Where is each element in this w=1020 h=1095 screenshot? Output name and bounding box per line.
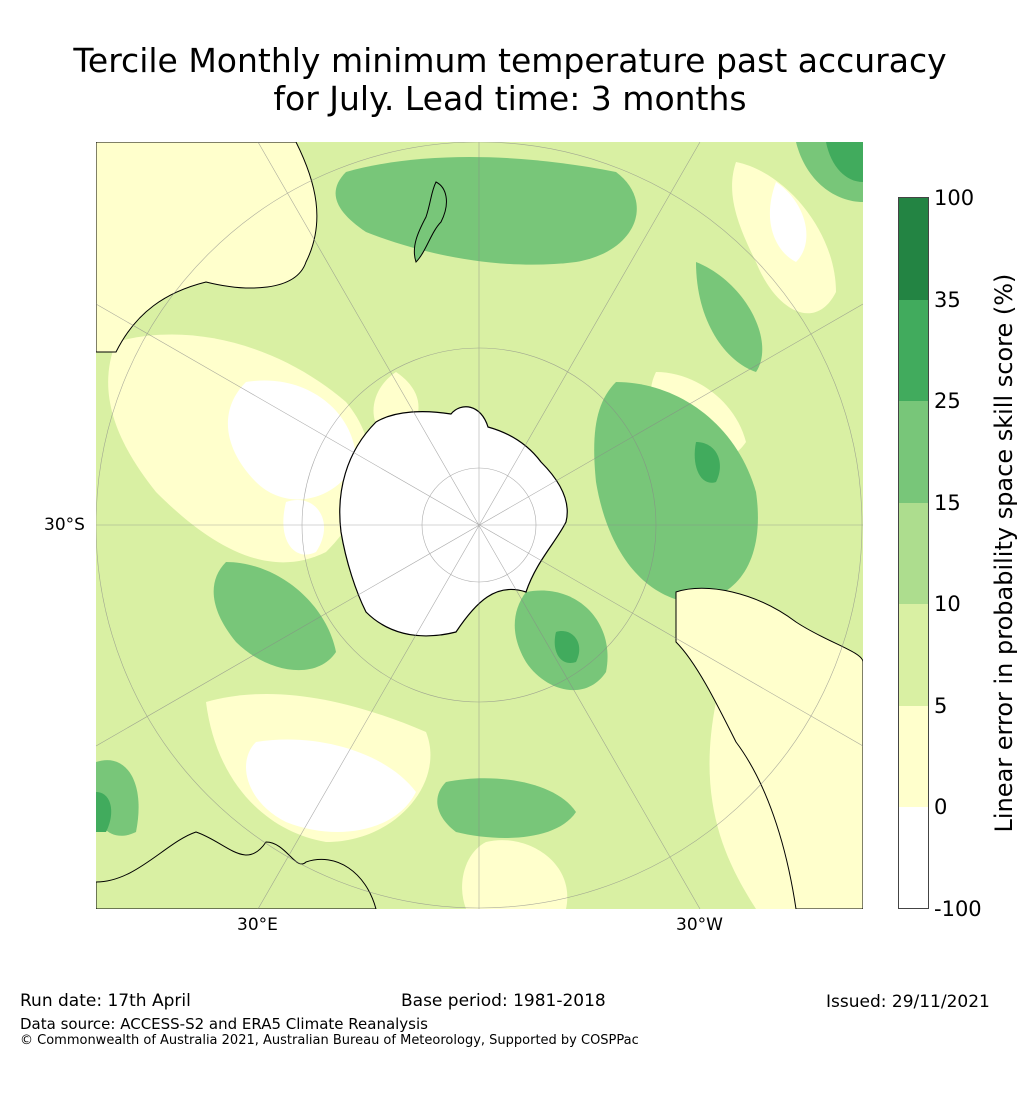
base-period: Base period: 1981-2018 [401,991,606,1011]
lon-label-30e: 30°E [237,915,278,935]
south-america-outline [675,587,863,909]
colorbar-tick-25: 25 [934,389,961,413]
new-zealand-outline [413,181,447,263]
colorbar-segment-35-100 [899,198,928,300]
colorbar-segment-0-5 [899,706,928,807]
australia-outline [96,831,377,909]
skill-zone-15-25 [96,142,863,838]
run-date: Run date: 17th April [20,991,191,1011]
colorbar-segment-below-0 [899,807,928,908]
colorbar-tick-35: 35 [934,288,961,312]
data-source: Data source: ACCESS-S2 and ERA5 Climate … [20,1015,428,1033]
colorbar-tick-0: 0 [934,795,948,819]
colorbar-segment-15-25 [899,401,928,503]
colorbar-tick-15: 15 [934,491,961,515]
skill-zone-below-0 [227,182,807,832]
chart-title-line1: Tercile Monthly minimum temperature past… [73,41,947,80]
colorbar-tick-5: 5 [934,694,948,718]
africa-outline [96,142,318,353]
colorbar [898,197,929,909]
colorbar-segment-10-15 [899,503,928,604]
lat-label-30s: 30°S [44,515,85,535]
skill-score-map [96,142,863,909]
skill-zone-25-35 [96,142,863,832]
colorbar-tick-10: 10 [934,592,961,616]
colorbar-segment-5-10 [899,604,928,706]
copyright-notice: © Commonwealth of Australia 2021, Austra… [20,1033,639,1048]
chart-title-line2: for July. Lead time: 3 months [273,79,747,118]
colorbar-tick-minus100: -100 [934,897,982,921]
graticule [96,142,863,909]
issued-date: Issued: 29/11/2021 [826,992,990,1012]
lon-label-30w: 30°W [676,915,723,935]
colorbar-title: Linear error in probability space skill … [990,273,1018,833]
colorbar-segment-25-35 [899,300,928,401]
colorbar-tick-100: 100 [934,186,975,210]
